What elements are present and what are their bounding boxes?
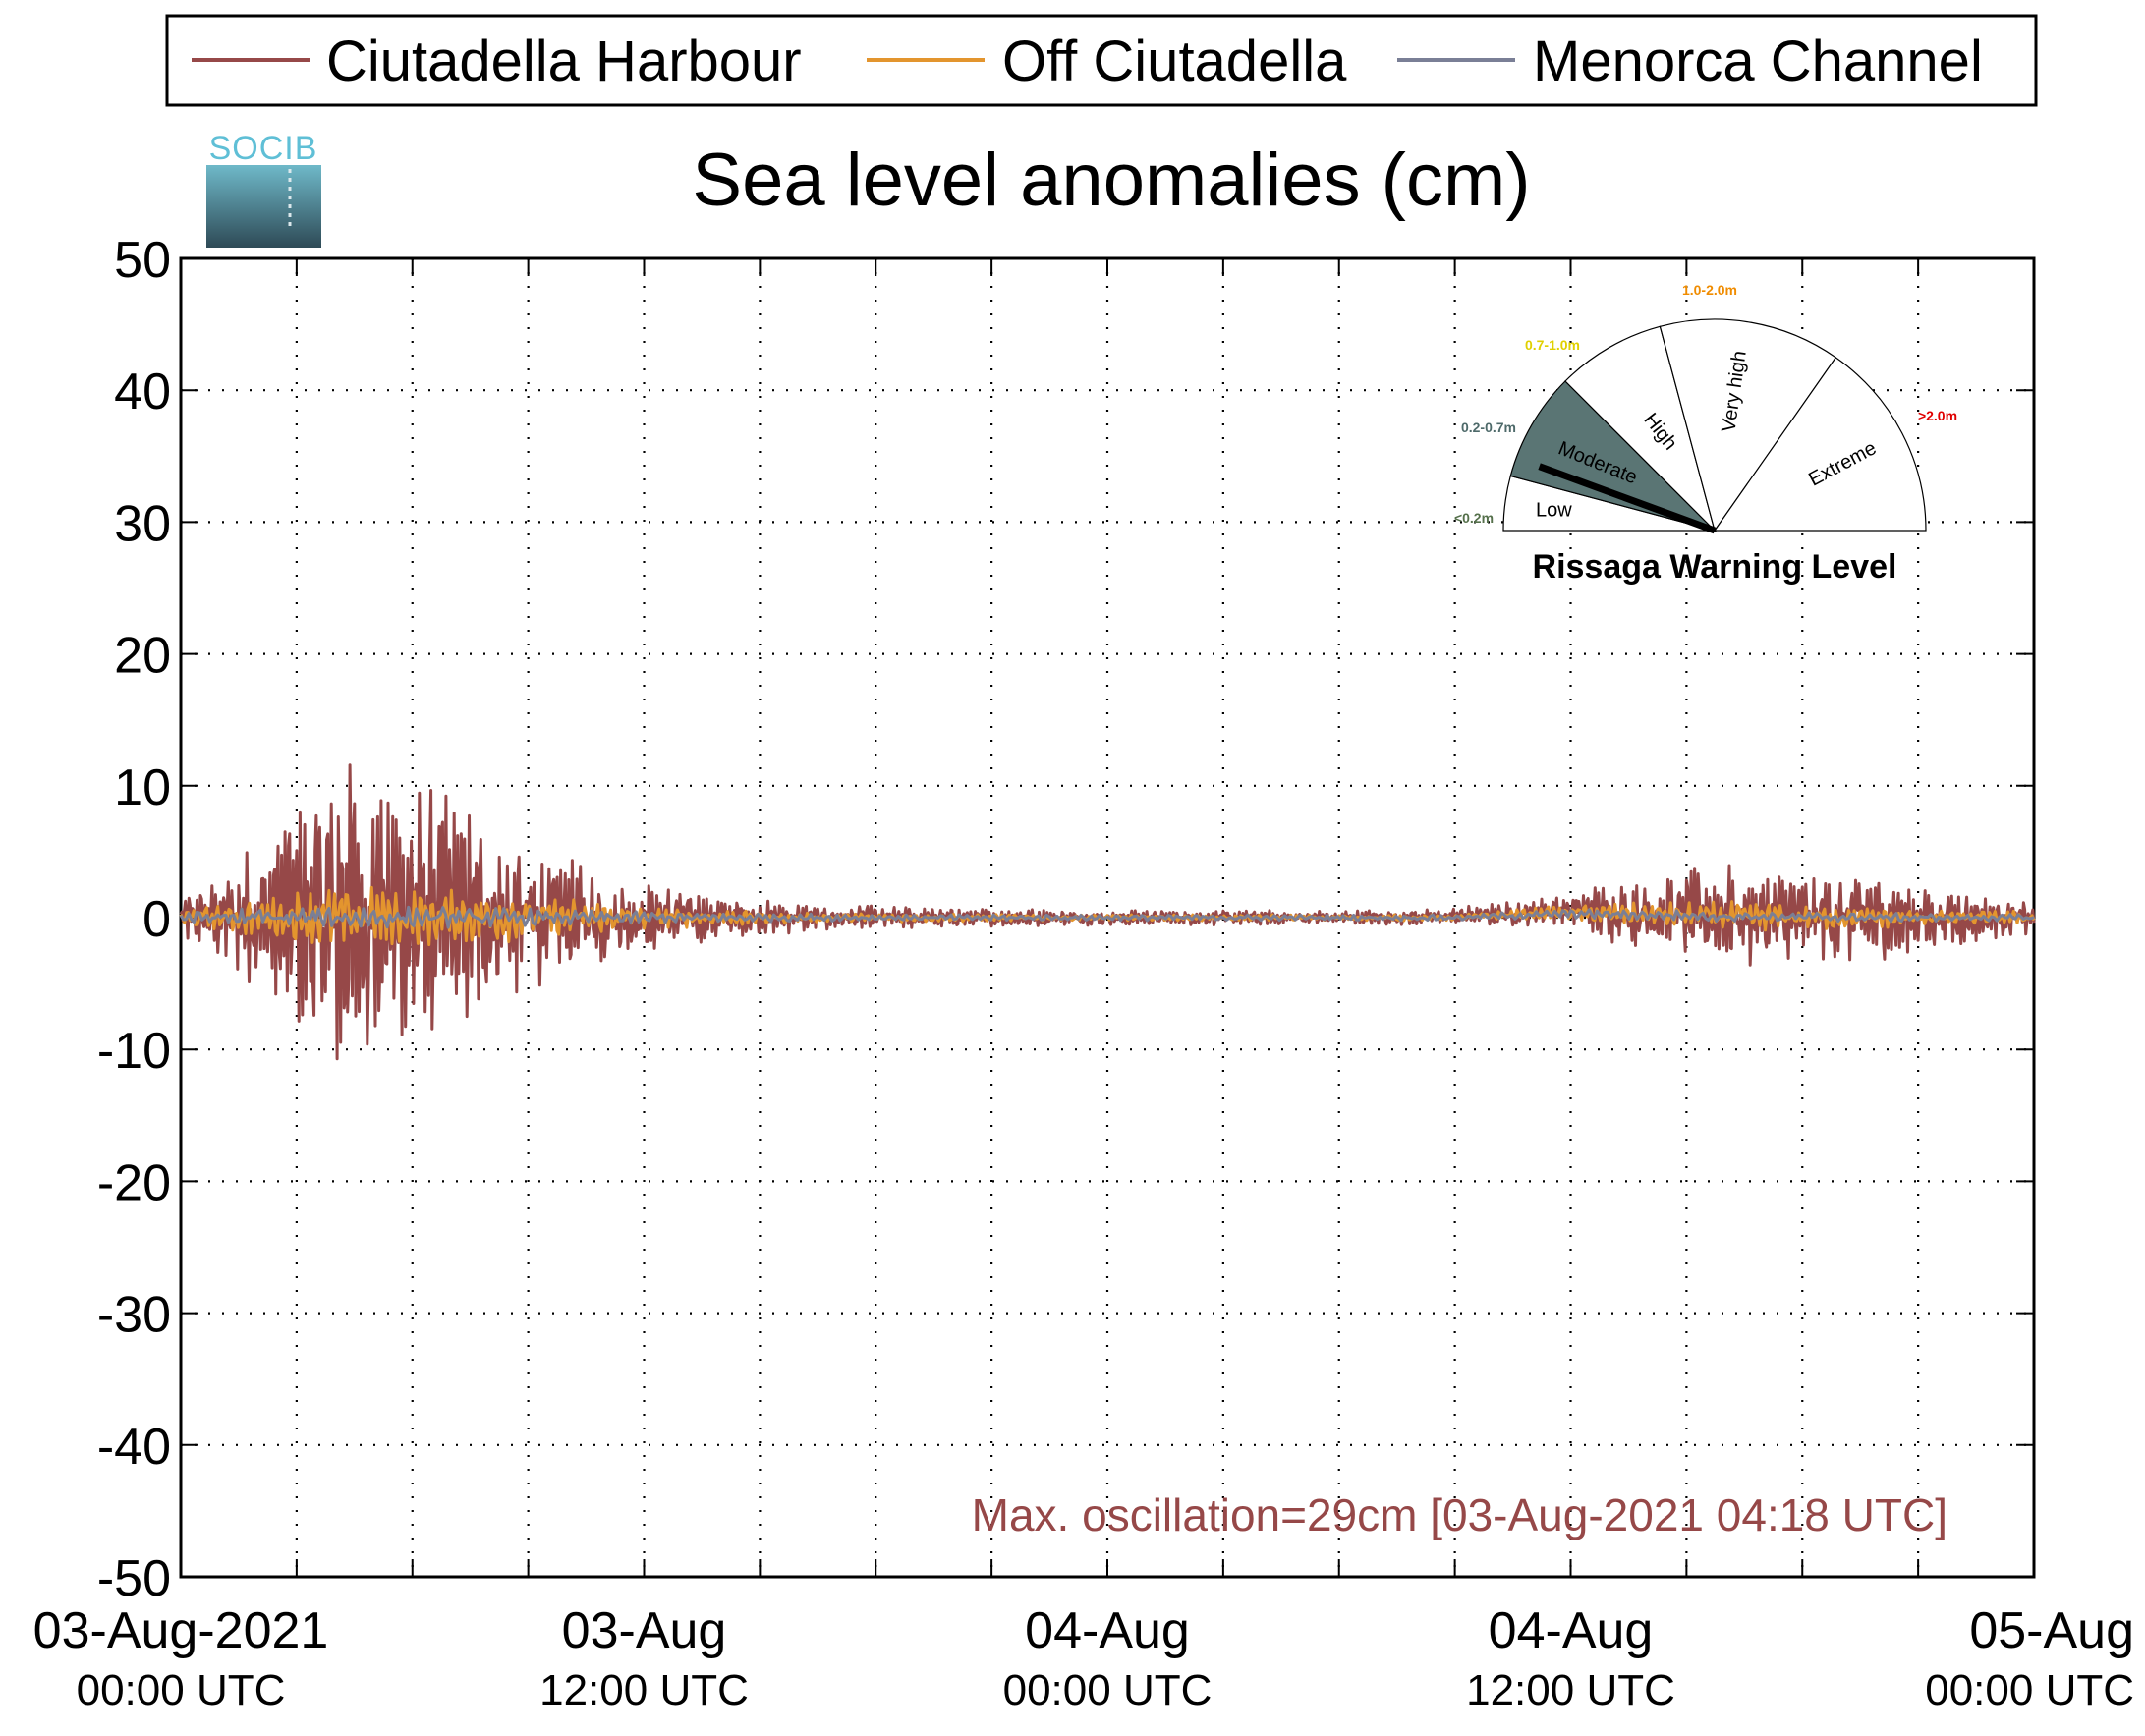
logo-text: SOCIB (209, 130, 318, 167)
x-tick-label: 03-Aug-2021 (33, 1602, 329, 1659)
axis-ticks (181, 257, 2034, 1578)
legend-box (165, 14, 2038, 107)
y-tick-label: -20 (97, 1154, 171, 1211)
gauge-range-low: <0.2m (1454, 510, 1494, 526)
x-tick-sublabel: 12:00 UTC (1466, 1666, 1675, 1714)
y-tick-label: -50 (97, 1550, 171, 1607)
gauge-range-extreme: >2.0m (1918, 408, 1957, 423)
x-tick-sublabel: 00:00 UTC (1925, 1666, 2134, 1714)
x-tick-labels: 03-Aug-2021 00:00 UTC 03-Aug 12:00 UTC 04-Au… (33, 1602, 2134, 1714)
legend-label-menorca-channel: Menorca Channel (1533, 29, 1983, 93)
series-layer (179, 763, 2036, 1061)
series-line-menorca-channel (179, 905, 2035, 929)
gauge-sectors (1502, 318, 1927, 533)
legend-label-ciutadella-harbour: Ciutadella Harbour (326, 29, 802, 93)
gauge-title: Rissaga Warning Level (1533, 548, 1897, 586)
gauge-ranges: <0.2m 0.2-0.7m 0.7-1.0m 1.0-2.0m >2.0m (1454, 282, 1957, 526)
gauge-sector-high (1564, 325, 1717, 533)
gauge-sector-extreme (1713, 357, 1927, 532)
socib-logo: SOCIB (206, 130, 321, 248)
y-tick-label: 10 (114, 759, 171, 816)
legend: Ciutadella Harbour Off Ciutadella Menorc… (165, 14, 2038, 107)
x-tick-sublabel: 12:00 UTC (539, 1666, 749, 1714)
y-tick-label: -10 (97, 1023, 171, 1080)
x-tick-label: 05-Aug (1969, 1602, 2134, 1659)
y-tick-labels: 50 40 30 20 10 0 -10 -20 -30 -40 -50 (97, 232, 171, 1607)
x-tick-sublabel: 00:00 UTC (77, 1666, 286, 1714)
gauge-range-high: 0.7-1.0m (1525, 337, 1580, 353)
legend-label-off-ciutadella: Off Ciutadella (1002, 29, 1347, 93)
gauge-label-low: Low (1536, 500, 1572, 522)
chart-title: Sea level anomalies (cm) (692, 139, 1530, 222)
y-tick-label: 0 (142, 891, 171, 948)
rissaga-warning-gauge: Low Moderate High Very high Extreme <0.2… (1454, 282, 1957, 586)
y-tick-label: -30 (97, 1287, 171, 1344)
gauge-sector-moderate (1509, 380, 1718, 532)
gauge-pointer (1538, 463, 1717, 534)
y-tick-label: 50 (114, 232, 171, 289)
gauge-range-moderate: 0.2-0.7m (1461, 420, 1516, 435)
x-tick-label: 03-Aug (562, 1602, 727, 1659)
y-tick-label: 20 (114, 628, 171, 685)
logo-block (206, 165, 321, 248)
gauge-sector-very-high (1659, 318, 1837, 532)
y-tick-label: -40 (97, 1419, 171, 1476)
y-tick-label: 40 (114, 364, 171, 420)
gauge-range-very-high: 1.0-2.0m (1682, 282, 1737, 298)
x-tick-label: 04-Aug (1489, 1602, 1654, 1659)
x-tick-label: 04-Aug (1025, 1602, 1190, 1659)
y-tick-label: 30 (114, 495, 171, 552)
max-oscillation-annotation: Max. oscillation=29cm [03-Aug-2021 04:18… (972, 1489, 1947, 1540)
x-tick-sublabel: 00:00 UTC (1003, 1666, 1213, 1714)
